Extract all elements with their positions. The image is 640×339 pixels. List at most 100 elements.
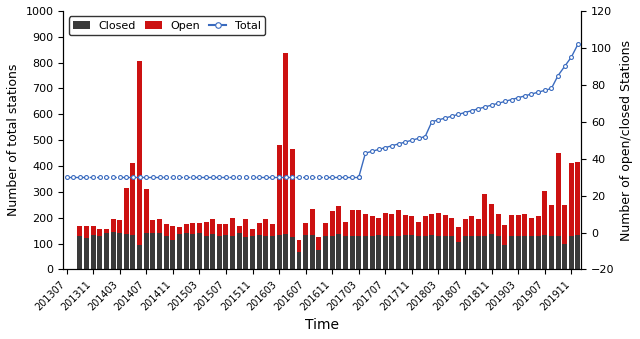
- Y-axis label: Number of open/closed Stations: Number of open/closed Stations: [620, 40, 633, 241]
- Bar: [549, 205, 554, 236]
- Bar: [250, 236, 255, 270]
- Bar: [230, 236, 235, 270]
- Bar: [489, 203, 494, 234]
- Bar: [469, 217, 474, 236]
- Bar: [204, 222, 209, 236]
- Bar: [562, 244, 567, 270]
- Bar: [137, 61, 142, 245]
- Bar: [456, 227, 461, 242]
- Bar: [190, 223, 195, 234]
- Bar: [516, 236, 521, 270]
- Bar: [483, 195, 488, 236]
- Bar: [416, 222, 421, 236]
- Bar: [429, 214, 435, 235]
- Y-axis label: Number of total stations: Number of total stations: [7, 64, 20, 216]
- Bar: [363, 236, 368, 270]
- Bar: [77, 236, 83, 270]
- Bar: [390, 236, 394, 270]
- Bar: [316, 237, 321, 250]
- Bar: [197, 233, 202, 270]
- Total: [461, 111, 469, 115]
- Bar: [131, 163, 136, 235]
- Bar: [396, 236, 401, 270]
- Bar: [250, 229, 255, 236]
- Bar: [210, 219, 215, 234]
- Bar: [91, 235, 95, 270]
- Bar: [349, 236, 355, 270]
- Total: [568, 55, 575, 59]
- Bar: [403, 235, 408, 270]
- Total: [501, 99, 509, 103]
- Total: [561, 64, 568, 68]
- Bar: [436, 213, 441, 236]
- Bar: [509, 236, 514, 270]
- Bar: [303, 223, 308, 235]
- Bar: [197, 223, 202, 233]
- Total: [554, 74, 562, 78]
- Bar: [483, 236, 488, 270]
- Bar: [556, 236, 561, 270]
- Bar: [349, 210, 355, 236]
- Bar: [463, 219, 468, 236]
- Bar: [376, 235, 381, 270]
- Bar: [410, 217, 415, 235]
- Bar: [263, 219, 268, 236]
- Total: [574, 42, 582, 46]
- Bar: [144, 189, 148, 233]
- Total: [481, 105, 489, 109]
- Bar: [356, 210, 361, 236]
- Bar: [157, 233, 162, 270]
- Bar: [290, 149, 295, 237]
- Bar: [356, 236, 361, 270]
- Total: [388, 144, 396, 148]
- Bar: [529, 218, 534, 236]
- Total: [515, 96, 522, 100]
- Total: [448, 114, 456, 118]
- Bar: [104, 230, 109, 233]
- Bar: [502, 245, 508, 270]
- Bar: [337, 206, 341, 234]
- Bar: [369, 217, 374, 236]
- Bar: [323, 223, 328, 236]
- Bar: [230, 218, 235, 236]
- Total: [435, 118, 442, 122]
- Bar: [111, 219, 116, 232]
- Bar: [204, 236, 209, 270]
- Total: [355, 175, 363, 179]
- Total: [408, 138, 416, 142]
- Bar: [150, 220, 156, 233]
- Bar: [137, 245, 142, 270]
- Bar: [263, 236, 268, 270]
- Line: Total: Total: [357, 42, 580, 179]
- Bar: [257, 223, 262, 235]
- Bar: [177, 227, 182, 234]
- Total: [428, 120, 436, 124]
- Bar: [502, 225, 508, 245]
- Total: [527, 92, 535, 96]
- Bar: [575, 235, 580, 270]
- Bar: [84, 238, 89, 270]
- Bar: [117, 233, 122, 270]
- Bar: [257, 235, 262, 270]
- Bar: [270, 224, 275, 236]
- Bar: [469, 236, 474, 270]
- Bar: [164, 224, 169, 236]
- Bar: [284, 53, 288, 234]
- Bar: [303, 235, 308, 270]
- Bar: [150, 233, 156, 270]
- Total: [381, 145, 389, 149]
- Bar: [184, 233, 189, 270]
- Bar: [237, 225, 242, 233]
- Bar: [323, 236, 328, 270]
- Bar: [170, 240, 175, 270]
- Bar: [343, 236, 348, 270]
- Bar: [443, 236, 447, 270]
- Total: [362, 151, 369, 155]
- Bar: [522, 214, 527, 236]
- Bar: [284, 234, 288, 270]
- Bar: [422, 236, 428, 270]
- Bar: [536, 217, 541, 236]
- Bar: [429, 235, 435, 270]
- Total: [541, 88, 548, 93]
- Bar: [476, 236, 481, 270]
